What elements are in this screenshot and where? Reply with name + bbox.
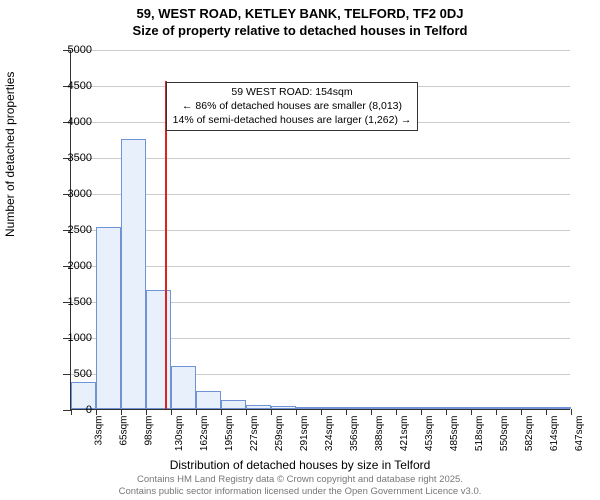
x-tick [121, 409, 122, 415]
histogram-bar [371, 407, 396, 409]
histogram-bar [496, 407, 521, 409]
x-tick [521, 409, 522, 415]
x-tick [271, 409, 272, 415]
x-tick-label: 324sqm [324, 416, 335, 452]
x-tick-label: 518sqm [474, 416, 485, 452]
y-tick-label: 1500 [52, 296, 92, 308]
x-tick-label: 550sqm [499, 416, 510, 452]
x-tick [221, 409, 222, 415]
histogram-bar [446, 407, 471, 409]
x-tick [296, 409, 297, 415]
histogram-bar [421, 407, 446, 409]
x-tick [571, 409, 572, 415]
x-tick [96, 409, 97, 415]
x-tick [321, 409, 322, 415]
x-tick [196, 409, 197, 415]
x-tick-label: 98sqm [144, 416, 155, 446]
x-tick-label: 130sqm [174, 416, 185, 452]
footer-line2: Contains public sector information licen… [0, 486, 600, 498]
histogram-bar [246, 405, 271, 409]
annotation-box: 59 WEST ROAD: 154sqm ← 86% of detached h… [166, 82, 419, 131]
x-tick-label: 195sqm [224, 416, 235, 452]
x-tick-label: 582sqm [524, 416, 535, 452]
histogram-bar [196, 391, 221, 409]
grid-line [71, 50, 570, 51]
x-tick [446, 409, 447, 415]
histogram-bar [396, 407, 421, 409]
y-tick-label: 2500 [52, 224, 92, 236]
y-tick-label: 3500 [52, 152, 92, 164]
histogram-bar [346, 407, 371, 409]
footer-credits: Contains HM Land Registry data © Crown c… [0, 474, 600, 498]
y-tick-label: 1000 [52, 332, 92, 344]
y-tick-label: 500 [52, 368, 92, 380]
y-axis-title: Number of detached properties [3, 72, 17, 237]
x-tick-label: 259sqm [274, 416, 285, 452]
histogram-bar [146, 290, 171, 409]
y-tick-label: 4500 [52, 80, 92, 92]
histogram-bar [321, 407, 346, 409]
chart-title: 59, WEST ROAD, KETLEY BANK, TELFORD, TF2… [0, 0, 600, 40]
y-tick-label: 2000 [52, 260, 92, 272]
annotation-line3: 14% of semi-detached houses are larger (… [173, 114, 412, 128]
histogram-bar [221, 400, 246, 409]
histogram-bar [96, 227, 121, 409]
histogram-bar [471, 407, 496, 409]
histogram-bar [271, 406, 296, 409]
footer-line1: Contains HM Land Registry data © Crown c… [0, 474, 600, 486]
x-tick-label: 162sqm [199, 416, 210, 452]
x-tick [346, 409, 347, 415]
y-tick-label: 4000 [52, 116, 92, 128]
x-tick-label: 227sqm [249, 416, 260, 452]
x-tick-label: 291sqm [299, 416, 310, 452]
title-line2: Size of property relative to detached ho… [0, 23, 600, 40]
x-tick [421, 409, 422, 415]
y-tick-label: 3000 [52, 188, 92, 200]
x-tick [546, 409, 547, 415]
x-tick [396, 409, 397, 415]
x-tick [171, 409, 172, 415]
x-tick [371, 409, 372, 415]
x-tick [496, 409, 497, 415]
histogram-bar [296, 407, 321, 409]
x-tick-label: 356sqm [349, 416, 360, 452]
x-tick-label: 33sqm [94, 416, 105, 446]
x-tick-label: 65sqm [119, 416, 130, 446]
y-tick-label: 5000 [52, 44, 92, 56]
x-axis-title: Distribution of detached houses by size … [0, 458, 600, 472]
annotation-line2: ← 86% of detached houses are smaller (8,… [173, 100, 412, 114]
x-tick [471, 409, 472, 415]
x-tick [146, 409, 147, 415]
y-tick-label: 0 [52, 404, 92, 416]
x-tick-label: 647sqm [574, 416, 585, 452]
x-tick-label: 453sqm [424, 416, 435, 452]
annotation-line1: 59 WEST ROAD: 154sqm [173, 86, 412, 100]
histogram-bar [521, 407, 546, 409]
histogram-bar [171, 366, 196, 409]
chart-plot-area: 33sqm65sqm98sqm130sqm162sqm195sqm227sqm2… [70, 50, 570, 410]
histogram-bar [121, 139, 146, 409]
histogram-bar [546, 407, 571, 409]
x-tick-label: 614sqm [549, 416, 560, 452]
x-tick-label: 485sqm [449, 416, 460, 452]
title-line1: 59, WEST ROAD, KETLEY BANK, TELFORD, TF2… [0, 6, 600, 23]
x-tick [246, 409, 247, 415]
x-tick-label: 421sqm [399, 416, 410, 452]
x-tick-label: 388sqm [374, 416, 385, 452]
